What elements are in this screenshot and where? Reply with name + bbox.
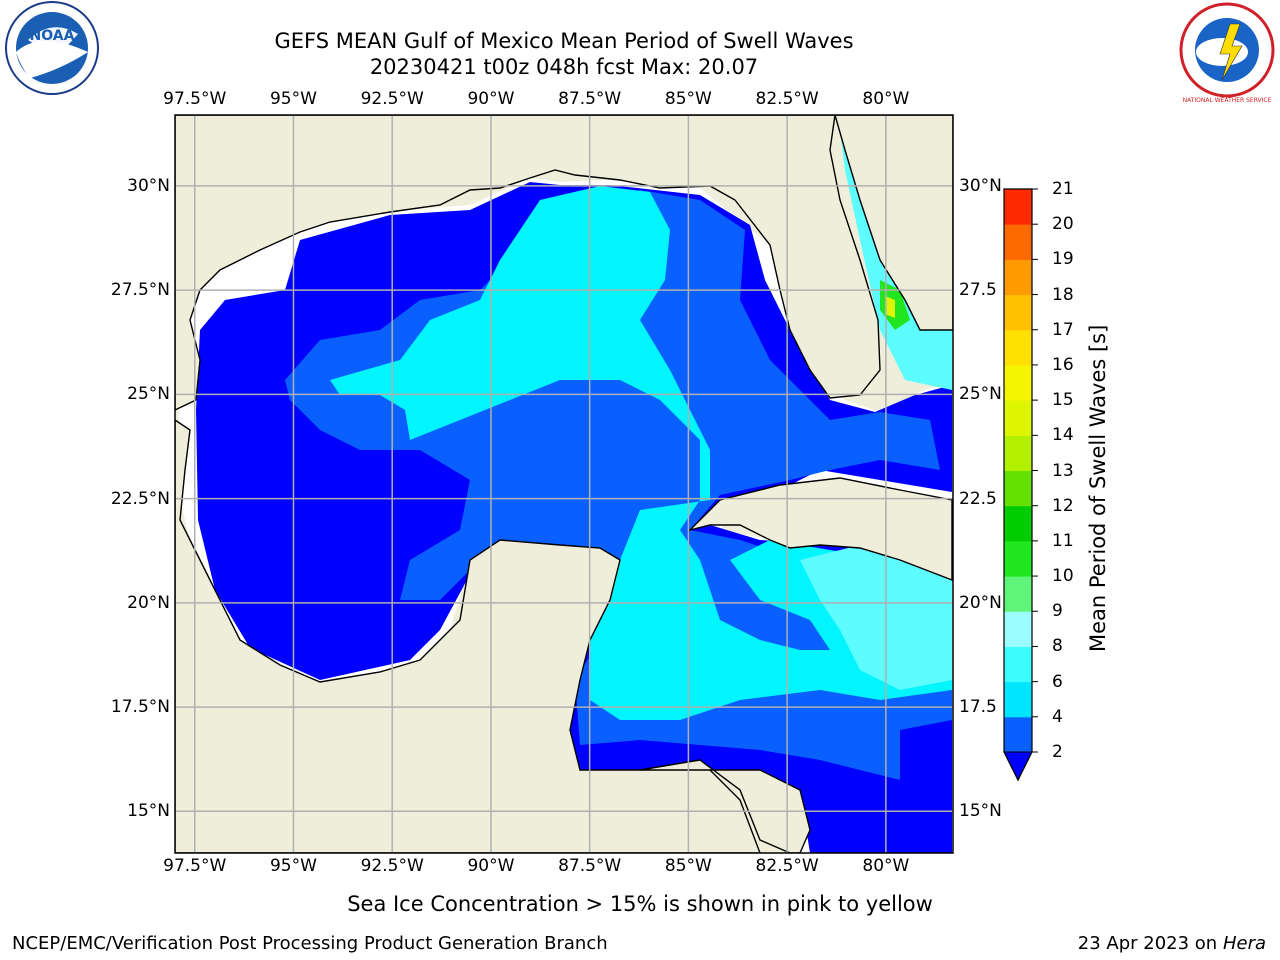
colorbar-level-9: 14 [1052, 425, 1074, 446]
noaa-logo: NOAA [5, 1, 99, 95]
colorbar-band-14 [1004, 224, 1032, 260]
lon-tick-top-1: 95°W [269, 89, 317, 109]
colorbar-level-16: 21 [1052, 179, 1074, 199]
lat-tick-left-6: 15°N [127, 801, 170, 822]
colorbar-band-15 [1004, 189, 1032, 225]
colorbar-band-9 [1004, 400, 1032, 436]
lat-tick-right-4: 20°N [959, 592, 1002, 613]
colorbar [1003, 188, 1038, 782]
lon-tick-bottom-4: 87.5°W [558, 856, 622, 876]
colorbar-level-1: 4 [1052, 706, 1063, 727]
lat-tick-left-5: 17.5°N [110, 697, 170, 718]
colorbar-title: Mean Period of Swell Waves [s] [1086, 324, 1110, 652]
date-stamp: 23 Apr 2023 on Hera [1078, 933, 1266, 954]
lat-tick-left-0: 30°N [127, 175, 170, 196]
lon-tick-top-0: 97.5°W [163, 89, 227, 109]
lat-tick-left-1: 27.5°N [110, 280, 170, 301]
gulf-swell-lightest [800, 545, 952, 690]
colorbar-level-7: 12 [1052, 495, 1074, 516]
colorbar-band-4 [1004, 576, 1032, 612]
us-gulf-coast [175, 115, 953, 411]
colorbar-band-7 [1004, 470, 1032, 507]
lon-tick-bottom-1: 95°W [269, 856, 317, 876]
gulf-swell-light [330, 186, 952, 720]
colorbar-level-2: 6 [1052, 671, 1063, 692]
colorbar-band-5 [1004, 540, 1032, 577]
colorbar-band-0 [1004, 716, 1032, 753]
lat-tick-right-1: 27.5 [959, 280, 997, 301]
colorbar-level-11: 16 [1052, 354, 1074, 375]
lon-tick-top-5: 85°W [664, 89, 712, 109]
date-text: 23 Apr 2023 on [1077, 933, 1223, 954]
lon-tick-bottom-2: 92.5°W [360, 856, 424, 876]
lon-tick-top-3: 90°W [467, 89, 515, 109]
central-america-coast [639, 759, 811, 853]
colorbar-band-8 [1004, 435, 1032, 471]
colorbar-band-6 [1004, 505, 1032, 542]
colorbar-band-2 [1004, 646, 1032, 683]
colorbar-band-1 [1004, 681, 1032, 718]
chart-subtitle: 20230421 t00z 048h fcst Max: 20.07 [369, 55, 759, 79]
lat-tick-left-4: 20°N [127, 592, 170, 613]
colorbar-level-8: 13 [1052, 460, 1074, 481]
map-frame [174, 114, 954, 854]
map-content [175, 115, 953, 853]
lat-tick-left-2: 25°N [127, 384, 170, 405]
lat-tick-right-3: 22.5 [959, 488, 997, 509]
lat-tick-right-2: 25°N [959, 384, 1002, 405]
colorbar-frame [1003, 188, 1033, 782]
colorbar-extend-triangle [1003, 751, 1033, 782]
lat-tick-left-3: 22.5°N [110, 488, 170, 509]
sea-ice-note: Sea Ice Concentration > 15% is shown in … [0, 892, 1280, 916]
colorbar-level-10: 15 [1052, 390, 1074, 411]
colorbar-level-13: 18 [1052, 284, 1074, 305]
sea-ice-note-text: Sea Ice Concentration > 15% is shown in … [347, 892, 933, 916]
lon-tick-top-6: 82.5°W [755, 89, 819, 109]
graticule [175, 115, 953, 853]
lon-tick-bottom-0: 97.5°W [163, 856, 227, 876]
machine-name: Hera [1222, 933, 1266, 954]
lon-tick-bottom-7: 80°W [862, 856, 910, 876]
chart-title: GEFS MEAN Gulf of Mexico Mean Period of … [274, 29, 854, 53]
nws-logo-text: NATIONAL WEATHER SERVICE [1183, 97, 1272, 104]
lat-tick-right-0: 30°N [959, 175, 1002, 196]
noaa-logo-text: NOAA [30, 28, 75, 44]
colorbar-level-15: 20 [1052, 214, 1074, 235]
lat-tick-right-6: 15°N [959, 801, 1002, 822]
colorbar-level-3: 8 [1052, 636, 1063, 657]
colorbar-level-4: 9 [1052, 601, 1063, 622]
colorbar-level-12: 17 [1052, 319, 1074, 340]
colorbar-band-13 [1004, 259, 1032, 296]
lon-tick-bottom-3: 90°W [467, 856, 515, 876]
credit-text: NCEP/EMC/Verification Post Processing Pr… [12, 933, 608, 954]
lon-tick-bottom-5: 85°W [664, 856, 712, 876]
colorbar-level-5: 10 [1052, 566, 1074, 587]
colorbar-band-12 [1004, 294, 1032, 331]
colorbar-level-14: 19 [1052, 249, 1074, 270]
colorbar-level-6: 11 [1052, 530, 1074, 551]
lon-tick-top-2: 92.5°W [360, 89, 424, 109]
lon-tick-bottom-6: 82.5°W [755, 856, 819, 876]
colorbar-band-3 [1004, 611, 1032, 647]
colorbar-band-10 [1004, 364, 1032, 401]
atlantic-swell-e [885, 296, 895, 318]
lon-tick-top-7: 80°W [862, 89, 910, 109]
lon-tick-top-4: 87.5°W [558, 89, 622, 109]
colorbar-level-0: 2 [1052, 742, 1063, 762]
nws-logo: NATIONAL WEATHER SERVICE [1179, 2, 1275, 104]
colorbar-band-11 [1004, 329, 1032, 366]
mexico-coast [175, 419, 761, 853]
lat-tick-right-5: 17.5 [959, 697, 997, 718]
